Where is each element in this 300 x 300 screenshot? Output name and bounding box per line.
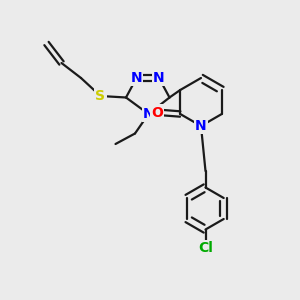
Text: S: S <box>95 89 106 103</box>
Text: N: N <box>195 119 207 133</box>
Text: Cl: Cl <box>198 241 213 255</box>
Text: N: N <box>143 107 154 121</box>
Text: O: O <box>151 106 163 119</box>
Text: N: N <box>153 71 165 85</box>
Text: N: N <box>131 71 142 85</box>
